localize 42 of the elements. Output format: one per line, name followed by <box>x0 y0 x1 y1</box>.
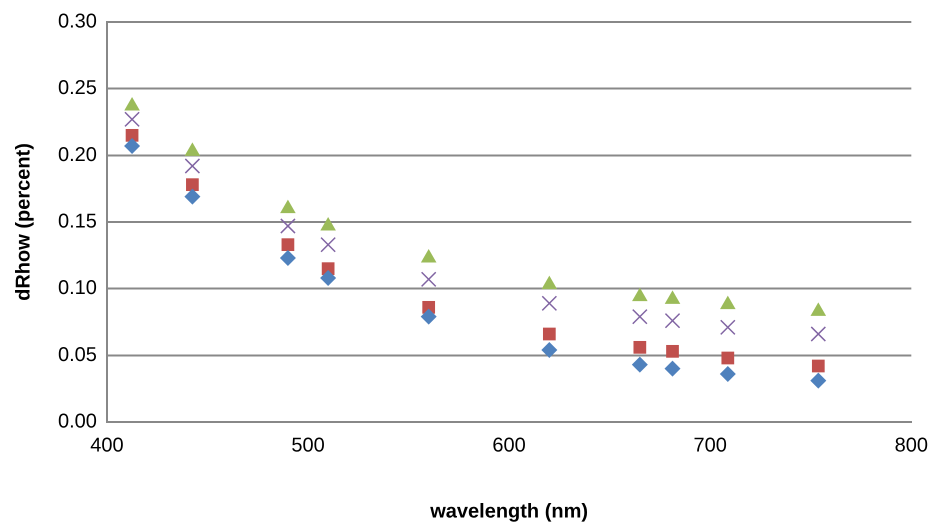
point <box>420 308 437 325</box>
x-tick-label: 400 <box>90 434 124 457</box>
point <box>126 128 138 142</box>
point <box>282 238 294 252</box>
point <box>542 296 558 312</box>
point <box>320 236 336 252</box>
point <box>633 340 646 354</box>
point <box>720 320 736 336</box>
point <box>664 360 681 377</box>
x-tick-label: 700 <box>694 434 727 457</box>
point <box>186 178 199 192</box>
point <box>720 366 736 382</box>
y-tick-label: 0.10 <box>58 277 97 300</box>
point <box>124 138 140 154</box>
y-tick-label: 0.20 <box>58 144 97 166</box>
y-tick-label: 0.15 <box>58 210 97 233</box>
point <box>420 272 437 288</box>
point <box>320 270 336 286</box>
point <box>664 312 680 328</box>
x-tick-label: 800 <box>894 434 928 457</box>
x-axis-title: wavelength (nm) <box>429 500 588 523</box>
point <box>632 308 648 324</box>
point <box>541 342 558 358</box>
y-tick-label: 0.25 <box>58 77 97 100</box>
point <box>184 188 200 205</box>
point <box>810 372 826 389</box>
point <box>280 250 296 266</box>
y-axis-title: dRhow (percent) <box>12 143 35 301</box>
point <box>721 352 734 364</box>
point <box>810 326 826 342</box>
point <box>124 112 140 128</box>
point <box>666 344 679 358</box>
point <box>812 360 825 372</box>
y-tick-label: 0.30 <box>58 10 97 33</box>
y-tick-label: 0.00 <box>58 410 97 433</box>
point <box>632 356 648 373</box>
y-tick-label: 0.05 <box>58 344 97 366</box>
x-tick-label: 600 <box>492 434 526 457</box>
point <box>280 218 296 234</box>
point <box>184 158 200 174</box>
point <box>542 328 556 340</box>
x-tick-label: 500 <box>291 434 325 457</box>
